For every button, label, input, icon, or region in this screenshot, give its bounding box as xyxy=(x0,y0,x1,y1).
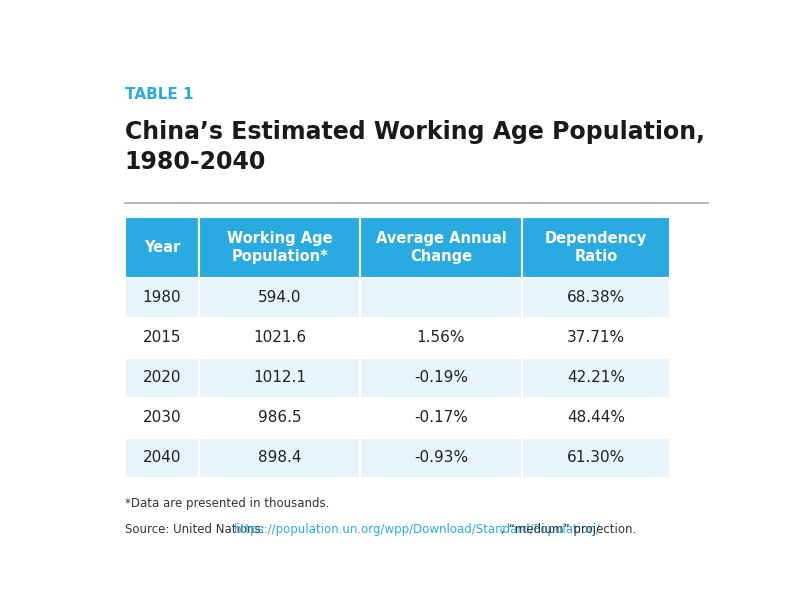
FancyBboxPatch shape xyxy=(125,358,199,398)
Text: ; “medium” projection.: ; “medium” projection. xyxy=(501,522,637,536)
FancyBboxPatch shape xyxy=(522,278,670,318)
Text: 1980: 1980 xyxy=(142,290,182,306)
Text: *Data are presented in thousands.: *Data are presented in thousands. xyxy=(125,497,329,510)
FancyBboxPatch shape xyxy=(361,217,522,278)
Text: 1021.6: 1021.6 xyxy=(254,331,306,345)
Text: 898.4: 898.4 xyxy=(258,450,302,466)
Text: Source: United Nations:: Source: United Nations: xyxy=(125,522,268,536)
FancyBboxPatch shape xyxy=(199,278,361,318)
Text: -0.17%: -0.17% xyxy=(414,411,468,425)
Text: 37.71%: 37.71% xyxy=(567,331,625,345)
FancyBboxPatch shape xyxy=(522,318,670,358)
FancyBboxPatch shape xyxy=(522,398,670,438)
Text: TABLE 1: TABLE 1 xyxy=(125,87,194,103)
FancyBboxPatch shape xyxy=(125,438,199,478)
Text: https://population.un.org/wpp/Download/Standard/Population/: https://population.un.org/wpp/Download/S… xyxy=(234,522,600,536)
FancyBboxPatch shape xyxy=(199,438,361,478)
FancyBboxPatch shape xyxy=(199,217,361,278)
FancyBboxPatch shape xyxy=(522,438,670,478)
Text: Dependency
Ratio: Dependency Ratio xyxy=(545,231,647,263)
Text: Working Age
Population*: Working Age Population* xyxy=(227,231,333,263)
FancyBboxPatch shape xyxy=(125,217,199,278)
FancyBboxPatch shape xyxy=(522,217,670,278)
Text: 68.38%: 68.38% xyxy=(567,290,625,306)
Text: 2040: 2040 xyxy=(142,450,182,466)
Text: 61.30%: 61.30% xyxy=(567,450,625,466)
Text: -0.19%: -0.19% xyxy=(414,370,468,386)
Text: 594.0: 594.0 xyxy=(258,290,302,306)
Text: 1.56%: 1.56% xyxy=(417,331,466,345)
Text: 42.21%: 42.21% xyxy=(567,370,625,386)
Text: 48.44%: 48.44% xyxy=(567,411,625,425)
FancyBboxPatch shape xyxy=(199,318,361,358)
Text: China’s Estimated Working Age Population,
1980-2040: China’s Estimated Working Age Population… xyxy=(125,120,705,174)
Text: -0.93%: -0.93% xyxy=(414,450,468,466)
Text: 2020: 2020 xyxy=(142,370,182,386)
FancyBboxPatch shape xyxy=(361,358,522,398)
FancyBboxPatch shape xyxy=(361,398,522,438)
Text: Average Annual
Change: Average Annual Change xyxy=(376,231,506,263)
FancyBboxPatch shape xyxy=(361,278,522,318)
Text: 986.5: 986.5 xyxy=(258,411,302,425)
Text: Year: Year xyxy=(144,240,180,255)
Text: 1012.1: 1012.1 xyxy=(254,370,306,386)
Text: 2015: 2015 xyxy=(142,331,182,345)
FancyBboxPatch shape xyxy=(199,358,361,398)
FancyBboxPatch shape xyxy=(199,398,361,438)
FancyBboxPatch shape xyxy=(522,358,670,398)
FancyBboxPatch shape xyxy=(361,438,522,478)
FancyBboxPatch shape xyxy=(125,318,199,358)
FancyBboxPatch shape xyxy=(361,318,522,358)
FancyBboxPatch shape xyxy=(125,398,199,438)
FancyBboxPatch shape xyxy=(125,278,199,318)
Text: 2030: 2030 xyxy=(142,411,182,425)
